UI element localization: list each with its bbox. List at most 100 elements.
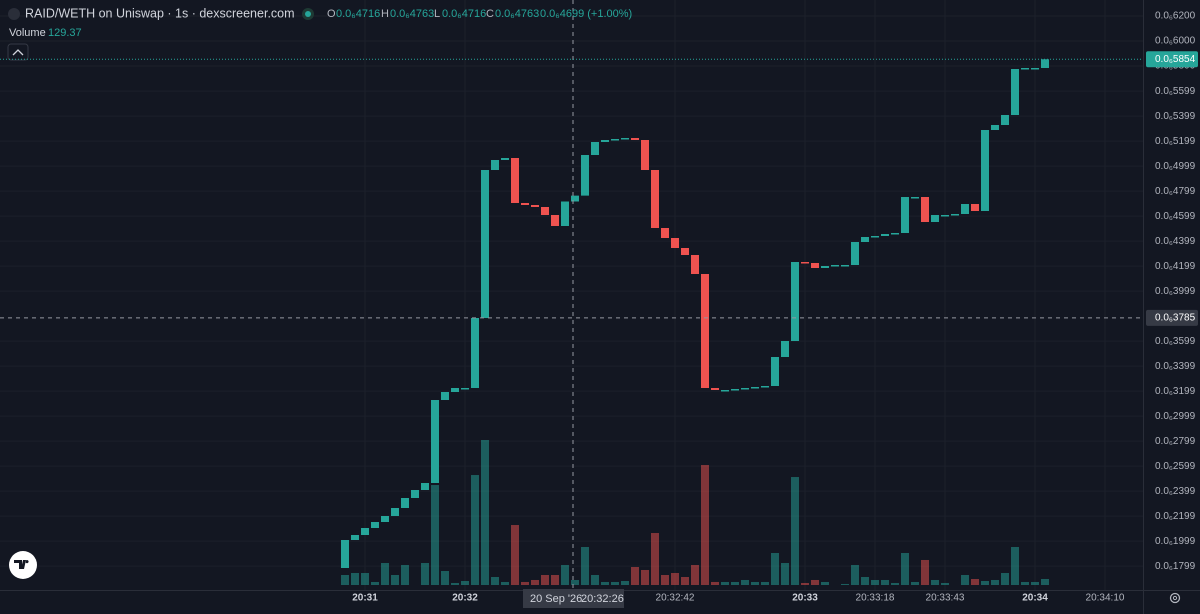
status-dot	[305, 11, 311, 17]
volume-bar	[591, 575, 599, 585]
y-tick-label: 0.0₆6200	[1155, 11, 1196, 22]
candle-body	[961, 204, 969, 214]
volume-bar	[581, 547, 589, 585]
y-tick-label: 0.0₆4399	[1155, 236, 1196, 247]
candle-body	[971, 204, 979, 211]
y-tick-label: 0.0₆2199	[1155, 511, 1196, 522]
candle-body	[851, 242, 859, 265]
volume-bar	[781, 563, 789, 585]
volume-bar	[791, 477, 799, 585]
volume-bar	[431, 485, 439, 585]
volume-value: 129.37	[48, 27, 82, 39]
volume-bar	[661, 575, 669, 585]
volume-bar	[901, 553, 909, 585]
volume-bar	[441, 571, 449, 585]
candle-body	[661, 228, 669, 238]
candle-body	[491, 160, 499, 170]
volume-bar	[401, 565, 409, 585]
volume-bar	[961, 575, 969, 585]
candles	[341, 59, 1049, 568]
candle-body	[351, 535, 359, 540]
candle-body	[551, 215, 559, 226]
candle-body	[741, 388, 749, 390]
volume-bar	[911, 581, 919, 585]
volume-bar	[451, 583, 459, 585]
candle-body	[481, 170, 489, 318]
volume-bar	[801, 583, 809, 585]
volume-bar	[611, 581, 619, 585]
candle-body	[511, 158, 519, 203]
volume-bar	[361, 573, 369, 585]
x-tick-label: 20:32	[452, 593, 478, 604]
volume-bar	[721, 581, 729, 585]
y-tick-label: 0.0₆5599	[1155, 86, 1196, 97]
candle-body	[731, 389, 739, 391]
volume-bar	[741, 579, 749, 585]
candle-body	[751, 387, 759, 389]
collapse-button[interactable]	[7, 43, 29, 61]
candle-body	[1041, 59, 1049, 68]
tv-logo-mark	[14, 560, 29, 569]
ohlc-c: C	[486, 8, 494, 20]
volume-bar	[1021, 581, 1029, 585]
y-tick-label: 0.0₆4999	[1155, 161, 1196, 172]
ohlc-l-value: 0.0₆4716	[442, 8, 486, 20]
volume-bar	[871, 579, 879, 585]
candle-body	[801, 262, 809, 264]
candle-body	[531, 205, 539, 207]
candle-body	[601, 140, 609, 142]
candle-body	[941, 215, 949, 217]
candle-body	[681, 248, 689, 255]
volume-bar	[921, 559, 929, 585]
volume-bar	[931, 579, 939, 585]
candle-body	[541, 207, 549, 215]
volume-bar	[631, 567, 639, 585]
candle-body	[361, 528, 369, 535]
volume-bar	[371, 581, 379, 585]
volume-bar	[601, 581, 609, 585]
candle-body	[401, 498, 409, 508]
y-tick-label: 0.0₆4199	[1155, 261, 1196, 272]
candle-body	[861, 237, 869, 242]
candle-body	[641, 140, 649, 170]
y-tick-label: 0.0₆4799	[1155, 186, 1196, 197]
last-price-label: 0.0₆5854	[1155, 54, 1196, 65]
candle-body	[501, 158, 509, 160]
candle-body	[631, 138, 639, 140]
volume-bar	[711, 581, 719, 585]
crosshair-time-box	[523, 589, 624, 608]
volume-bar	[521, 581, 529, 585]
volume-bar	[751, 581, 759, 585]
ohlc-o-value: 0.0₆4716	[336, 8, 380, 20]
volume-bar	[641, 569, 649, 585]
candle-body	[651, 170, 659, 228]
volume-bar	[391, 575, 399, 585]
token-icon	[8, 8, 20, 20]
candle-body	[591, 142, 599, 155]
volume-bar	[941, 583, 949, 585]
volume-bar	[691, 565, 699, 585]
candle-body	[881, 234, 889, 236]
volume-bar	[761, 581, 769, 585]
x-tick-label: 20:34	[1022, 593, 1048, 604]
volume-bar	[651, 533, 659, 585]
volume-bar	[541, 575, 549, 585]
candle-body	[871, 236, 879, 238]
y-tick-label: 0.0₆3199	[1155, 386, 1196, 397]
candle-body	[671, 238, 679, 248]
x-tick-label: 20:31	[352, 593, 378, 604]
settings-button[interactable]	[1169, 592, 1181, 604]
volume-bar	[471, 475, 479, 585]
chart-title: RAID/WETH on Uniswap · 1s · dexscreener.…	[25, 6, 295, 20]
candle-body	[341, 540, 349, 568]
candle-body	[811, 263, 819, 268]
candle-body	[611, 139, 619, 141]
volume-bar	[851, 565, 859, 585]
candle-body	[761, 386, 769, 388]
candle-body	[431, 400, 439, 483]
volume-bar	[771, 553, 779, 585]
volume-bar	[731, 581, 739, 585]
ohlc-c-value: 0.0₆4763	[495, 8, 539, 20]
candle-body	[561, 201, 569, 226]
